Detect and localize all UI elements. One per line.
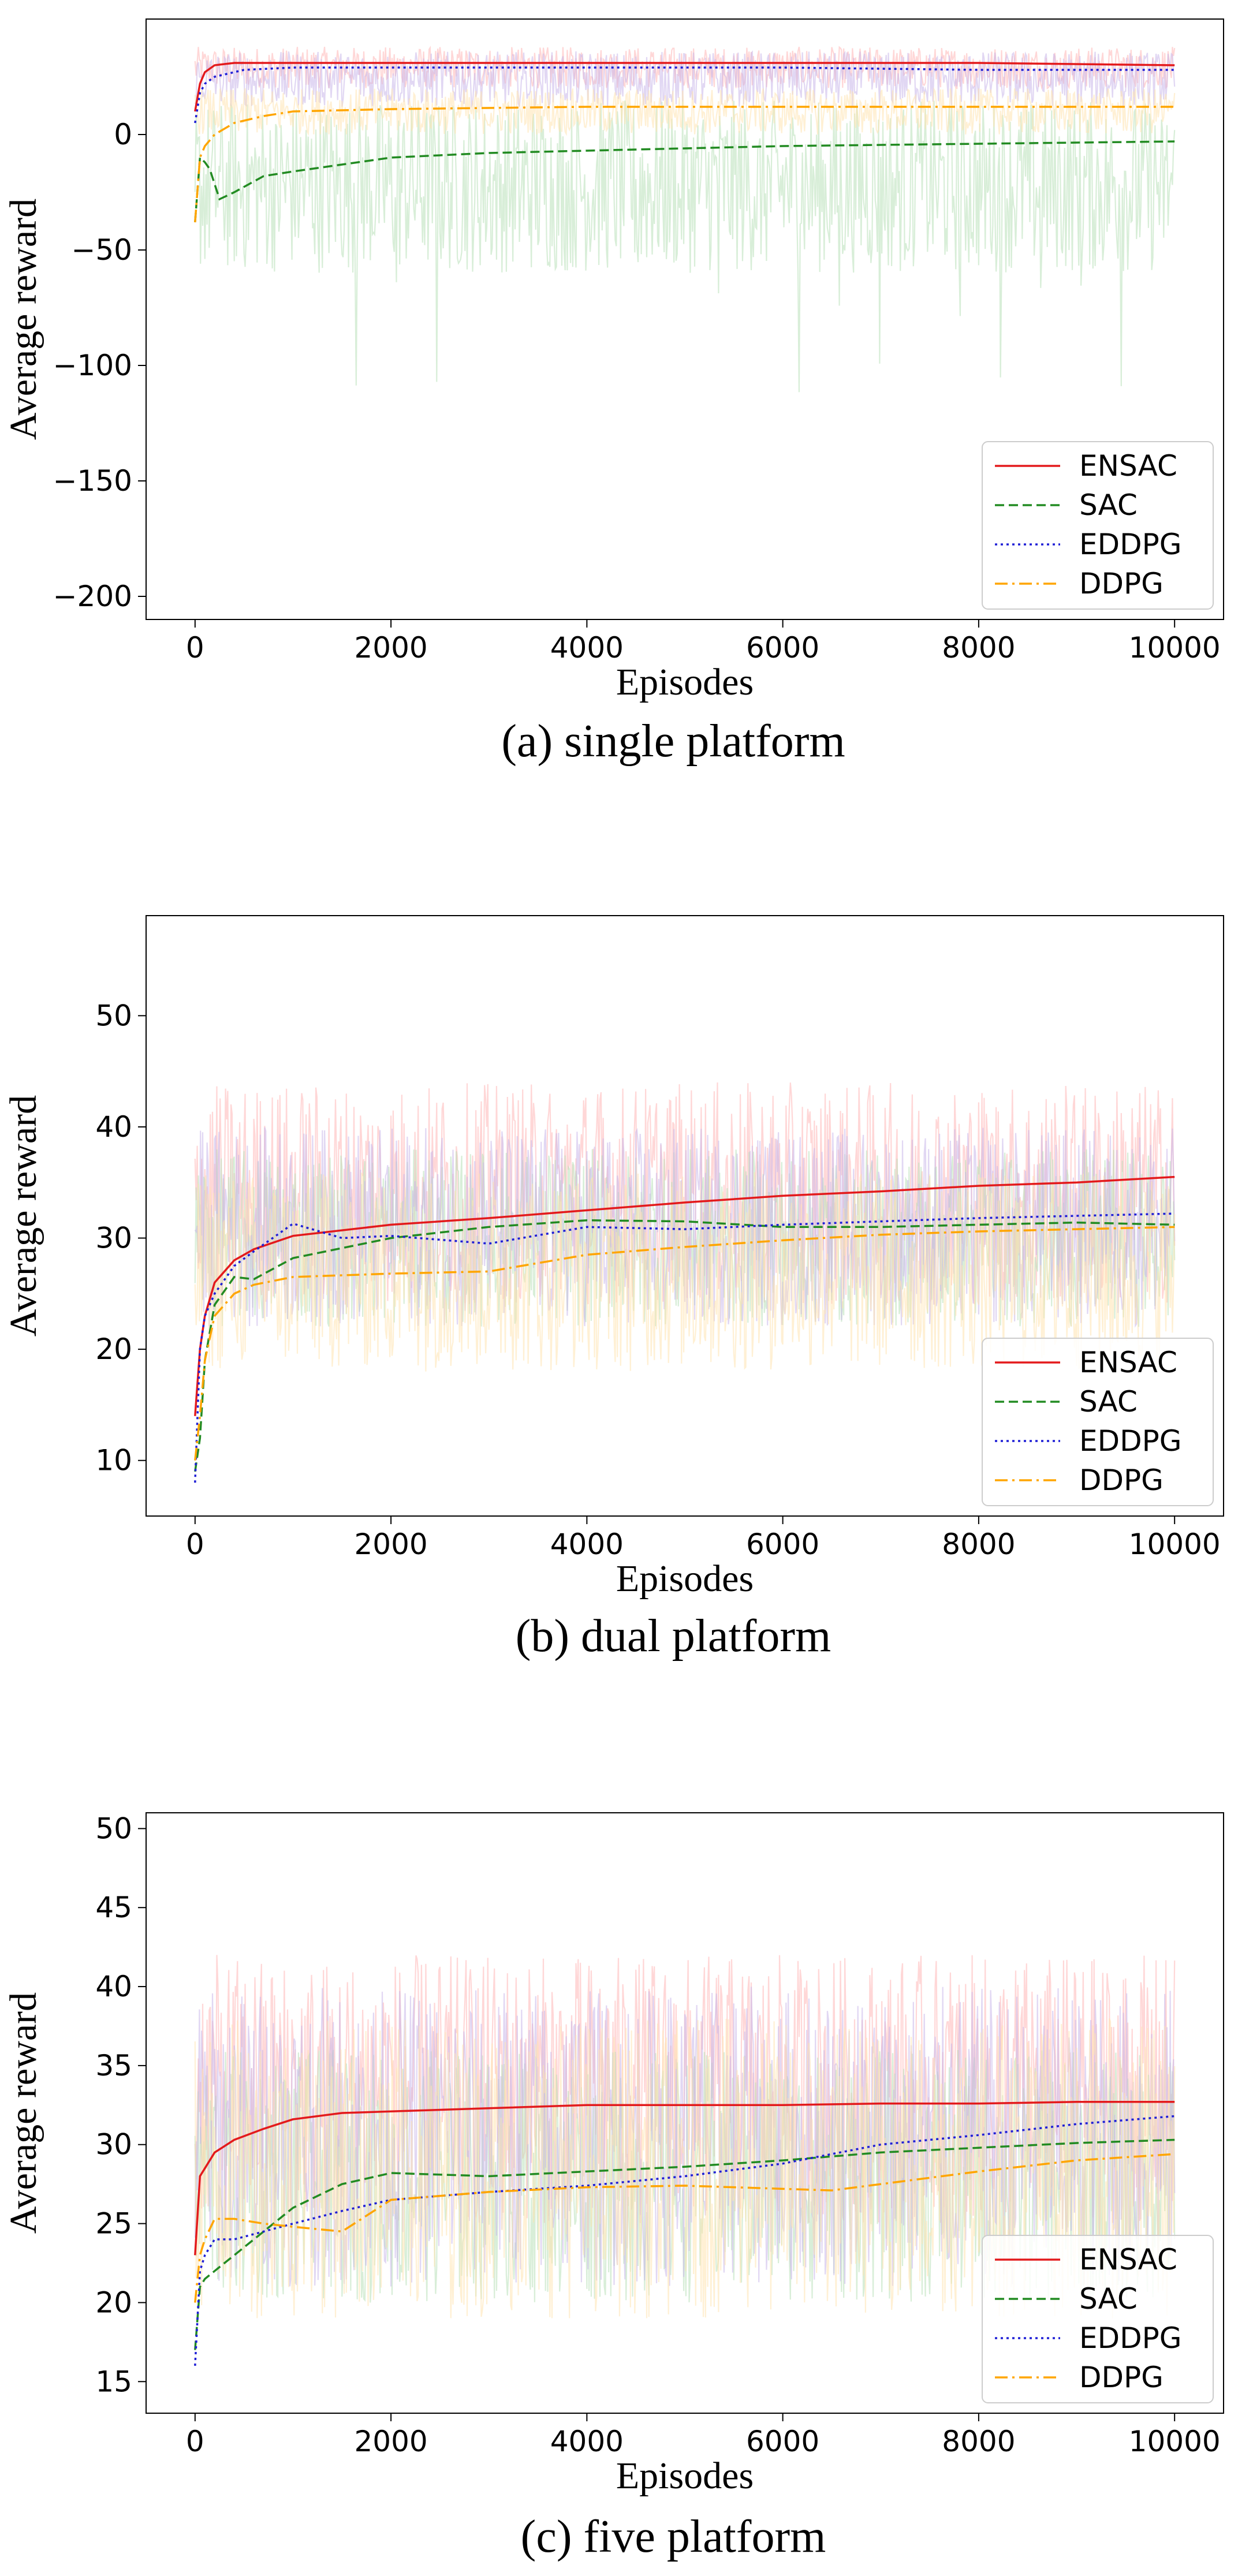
x-tick-label: 2000 bbox=[354, 631, 427, 664]
legend: ENSAC SAC EDDPG DDPG bbox=[982, 441, 1214, 610]
series-line-eddpg bbox=[194, 2115, 1175, 2366]
x-tick-label: 2000 bbox=[354, 1528, 427, 1561]
legend-label-sac: SAC bbox=[1079, 1385, 1138, 1418]
plot-area bbox=[194, 46, 1176, 393]
noise-trace bbox=[194, 1172, 1176, 1372]
x-axis-label: Episodes bbox=[616, 2455, 754, 2497]
chart-panel: 0 2000 4000 6000 8000 10000 10 20 30 40 50 Episodes… bbox=[2, 915, 1224, 1662]
x-tick-label: 0 bbox=[186, 1528, 204, 1561]
noise-trace bbox=[194, 1127, 1176, 1328]
x-tick-label: 6000 bbox=[746, 2425, 819, 2458]
x-tick-label: 6000 bbox=[746, 631, 819, 664]
legend-box bbox=[982, 2235, 1214, 2403]
noise-trace bbox=[194, 100, 1176, 393]
series-line-sac bbox=[194, 140, 1175, 223]
legend-label-eddpg: EDDPG bbox=[1079, 1424, 1182, 1458]
y-tick-label: 20 bbox=[95, 1332, 132, 1366]
axes-frame bbox=[146, 18, 1224, 620]
y-tick-label: 30 bbox=[95, 2128, 132, 2161]
legend-label-ensac: ENSAC bbox=[1079, 1346, 1177, 1379]
chart-panel: 0 2000 4000 6000 8000 10000 −200 −150 −100 −50 0 Ep… bbox=[2, 18, 1224, 767]
panel-caption: (b) dual platform bbox=[516, 1611, 831, 1662]
y-axis-label: Average reward bbox=[2, 199, 44, 440]
series-line-eddpg bbox=[194, 66, 1175, 124]
legend: ENSAC SAC EDDPG DDPG bbox=[982, 2235, 1214, 2403]
panel-caption: (a) single platform bbox=[501, 716, 845, 767]
y-tick-label: −100 bbox=[53, 349, 132, 382]
series-line-ddpg bbox=[194, 106, 1175, 223]
y-tick-label: −200 bbox=[53, 580, 132, 613]
y-tick-label: −150 bbox=[53, 464, 132, 498]
y-tick-label: 15 bbox=[95, 2365, 132, 2398]
y-tick-label: −50 bbox=[71, 233, 132, 267]
legend-label-ensac: ENSAC bbox=[1079, 2243, 1177, 2276]
y-axis-label: Average reward bbox=[2, 1095, 44, 1336]
legend-box bbox=[982, 441, 1214, 610]
y-tick-label: 45 bbox=[95, 1891, 132, 1924]
panel-caption: (c) five platform bbox=[521, 2511, 826, 2562]
legend-label-eddpg: EDDPG bbox=[1079, 528, 1182, 561]
chart-panel: 0 2000 4000 6000 8000 10000 15 20 25 30 35 40 45 50 Ep… bbox=[2, 1812, 1224, 2562]
x-axis-label: Episodes bbox=[616, 661, 754, 703]
series-line-ensac bbox=[194, 1175, 1175, 1416]
y-tick-label: 20 bbox=[95, 2286, 132, 2319]
x-tick-label: 0 bbox=[186, 631, 204, 664]
legend: ENSAC SAC EDDPG DDPG bbox=[982, 1338, 1214, 1506]
y-axis-label: Average reward bbox=[2, 1992, 44, 2234]
legend-label-ensac: ENSAC bbox=[1079, 449, 1177, 483]
y-tick-label: 50 bbox=[95, 999, 132, 1032]
legend-label-sac: SAC bbox=[1079, 488, 1138, 522]
plot-area bbox=[194, 1082, 1176, 1483]
x-tick-label: 4000 bbox=[550, 631, 624, 664]
x-tick-label: 4000 bbox=[550, 1528, 624, 1561]
series-line-ddpg bbox=[194, 1226, 1175, 1461]
noise-trace bbox=[194, 1987, 1176, 2287]
series-line-ensac bbox=[194, 2101, 1175, 2256]
series-line-sac bbox=[194, 1219, 1175, 1472]
x-tick-label: 2000 bbox=[354, 2425, 427, 2458]
y-tick-label: 35 bbox=[95, 2049, 132, 2082]
legend-label-ddpg: DDPG bbox=[1079, 2361, 1164, 2394]
x-tick-label: 8000 bbox=[942, 1528, 1015, 1561]
x-tick-label: 10000 bbox=[1129, 631, 1221, 664]
y-tick-label: 0 bbox=[114, 118, 132, 151]
y-tick-label: 30 bbox=[95, 1222, 132, 1255]
x-tick-label: 8000 bbox=[942, 631, 1015, 664]
legend-box bbox=[982, 1338, 1214, 1506]
x-tick-label: 10000 bbox=[1129, 2425, 1221, 2458]
noise-trace bbox=[194, 50, 1176, 109]
y-tick-label: 25 bbox=[95, 2207, 132, 2241]
axes-frame bbox=[146, 915, 1224, 1517]
legend-label-ddpg: DDPG bbox=[1079, 1464, 1164, 1497]
x-tick-label: 0 bbox=[186, 2425, 204, 2458]
x-tick-label: 4000 bbox=[550, 2425, 624, 2458]
y-tick-label: 50 bbox=[95, 1812, 132, 1845]
legend-label-ddpg: DDPG bbox=[1079, 567, 1164, 600]
y-tick-label: 10 bbox=[95, 1444, 132, 1477]
x-tick-label: 10000 bbox=[1129, 1528, 1221, 1561]
legend-label-sac: SAC bbox=[1079, 2282, 1138, 2316]
plot-area bbox=[194, 1955, 1176, 2366]
series-line-ddpg bbox=[194, 2153, 1175, 2303]
y-tick-label: 40 bbox=[95, 1110, 132, 1144]
x-tick-label: 8000 bbox=[942, 2425, 1015, 2458]
y-tick-label: 40 bbox=[95, 1970, 132, 2003]
legend-label-eddpg: EDDPG bbox=[1079, 2321, 1182, 2355]
x-axis-label: Episodes bbox=[616, 1558, 754, 1600]
x-tick-label: 6000 bbox=[746, 1528, 819, 1561]
series-line-ensac bbox=[194, 62, 1175, 112]
noise-trace bbox=[194, 87, 1176, 136]
axes-frame bbox=[146, 1812, 1224, 2414]
